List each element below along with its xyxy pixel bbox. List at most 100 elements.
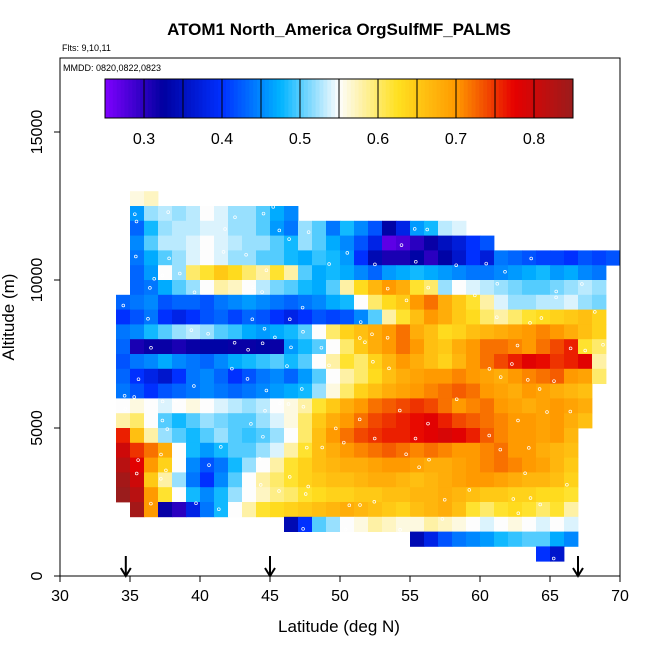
heatmap-cell bbox=[466, 428, 481, 444]
heatmap-cell bbox=[438, 398, 453, 414]
sample-point bbox=[343, 527, 348, 532]
heatmap-cell bbox=[256, 324, 271, 340]
heatmap-cell bbox=[452, 309, 467, 325]
heatmap-cell bbox=[312, 324, 327, 340]
x-axis: 30 35 40 45 50 55 60 65 70 bbox=[51, 576, 629, 605]
heatmap-cell bbox=[340, 472, 355, 488]
heatmap-cell bbox=[228, 339, 243, 355]
heatmap-cell bbox=[284, 235, 299, 251]
sample-point bbox=[250, 317, 255, 322]
sample-point bbox=[580, 282, 584, 286]
sample-point bbox=[538, 502, 542, 507]
heatmap-cell bbox=[256, 442, 271, 458]
x-tick-label: 70 bbox=[611, 588, 629, 605]
colorbar-segment bbox=[198, 79, 203, 118]
heatmap-cell bbox=[466, 383, 481, 399]
sample-point bbox=[260, 341, 265, 346]
heatmap-cell bbox=[564, 383, 579, 399]
heatmap-cell bbox=[130, 398, 145, 414]
heatmap-cell bbox=[200, 487, 215, 503]
heatmap-cell bbox=[452, 235, 467, 251]
heatmap-cell bbox=[144, 294, 159, 310]
heatmap-cell bbox=[396, 294, 411, 310]
heatmap-cell bbox=[438, 324, 453, 340]
heatmap-cell bbox=[228, 294, 243, 310]
heatmap-cell bbox=[172, 368, 187, 384]
heatmap-cell bbox=[550, 502, 565, 518]
heatmap-cell bbox=[172, 383, 187, 399]
heatmap-cell bbox=[508, 531, 523, 547]
heatmap-cell bbox=[228, 502, 243, 518]
heatmap-cell bbox=[200, 472, 215, 488]
heatmap-cell bbox=[312, 383, 327, 399]
heatmap-cell bbox=[368, 457, 383, 473]
heatmap-cell bbox=[438, 487, 453, 503]
heatmap-cell bbox=[382, 265, 397, 281]
colorbar-segment bbox=[553, 79, 558, 118]
colorbar-segment bbox=[241, 79, 246, 118]
heatmap-cell bbox=[354, 428, 369, 444]
colorbar-segment bbox=[272, 79, 278, 118]
colorbar-segment bbox=[335, 79, 340, 118]
heatmap-cell bbox=[228, 354, 243, 370]
heatmap-cell bbox=[200, 235, 215, 251]
heatmap-cell bbox=[200, 324, 215, 340]
sample-point bbox=[260, 290, 264, 294]
heatmap-cell bbox=[522, 309, 537, 325]
colorbar-segment bbox=[475, 79, 480, 118]
heatmap-cell bbox=[130, 280, 145, 296]
heatmap-cell bbox=[284, 487, 299, 503]
heatmap-cell bbox=[480, 324, 495, 340]
colorbar-tick-label: 0.8 bbox=[523, 131, 545, 148]
colorbar-segment bbox=[280, 79, 285, 118]
y-axis: 0 5000 10000 15000 bbox=[29, 110, 60, 580]
colorbar-tick-label: 0.7 bbox=[445, 131, 467, 148]
heatmap-cell bbox=[186, 502, 201, 518]
colorbar-segment bbox=[381, 79, 387, 118]
heatmap-cell bbox=[550, 487, 565, 503]
heatmap-cell bbox=[298, 368, 313, 384]
heatmap-cell bbox=[396, 516, 411, 532]
colorbar-segment bbox=[140, 79, 145, 118]
heatmap-cell bbox=[228, 413, 243, 429]
heatmap-cell bbox=[340, 354, 355, 370]
heatmap-cell bbox=[158, 354, 173, 370]
heatmap-cell bbox=[228, 428, 243, 444]
sample-point bbox=[516, 511, 521, 516]
heatmap-cell bbox=[172, 472, 187, 488]
heatmap-cell bbox=[340, 235, 355, 251]
heatmap-cell bbox=[172, 206, 187, 222]
heatmap-cell bbox=[494, 354, 509, 370]
heatmap-cell bbox=[172, 220, 187, 236]
heatmap-cell bbox=[466, 265, 481, 281]
sample-point bbox=[498, 375, 503, 379]
heatmap-cell bbox=[424, 516, 439, 532]
heatmap-cell bbox=[396, 502, 411, 518]
heatmap-cell bbox=[452, 220, 467, 236]
heatmap-cell bbox=[354, 516, 369, 532]
heatmap-cell bbox=[158, 398, 173, 414]
heatmap-cell bbox=[228, 368, 243, 384]
heatmap-cell bbox=[214, 457, 229, 473]
heatmap-cell bbox=[312, 280, 327, 296]
heatmap-cell bbox=[438, 502, 453, 518]
heatmap-cell bbox=[130, 428, 145, 444]
heatmap-cell bbox=[270, 324, 285, 340]
heatmap-cell bbox=[186, 457, 201, 473]
heatmap-cell bbox=[410, 472, 425, 488]
heatmap-cell bbox=[522, 354, 537, 370]
heatmap-cell bbox=[340, 383, 355, 399]
colorbar-tick-label: 0.6 bbox=[367, 131, 389, 148]
down-arrow-head bbox=[572, 567, 584, 578]
heatmap-cell bbox=[410, 428, 425, 444]
heatmap-cell bbox=[578, 324, 593, 340]
heatmap-cell bbox=[480, 250, 495, 266]
heatmap-cell bbox=[214, 502, 229, 518]
heatmap-cell bbox=[214, 280, 229, 296]
heatmap-cell bbox=[438, 265, 453, 281]
heatmap-cell bbox=[536, 457, 551, 473]
heatmap-cell bbox=[494, 472, 509, 488]
heatmap-cell bbox=[494, 280, 509, 296]
heatmap-cell bbox=[284, 339, 299, 355]
heatmap-cell bbox=[438, 516, 453, 532]
